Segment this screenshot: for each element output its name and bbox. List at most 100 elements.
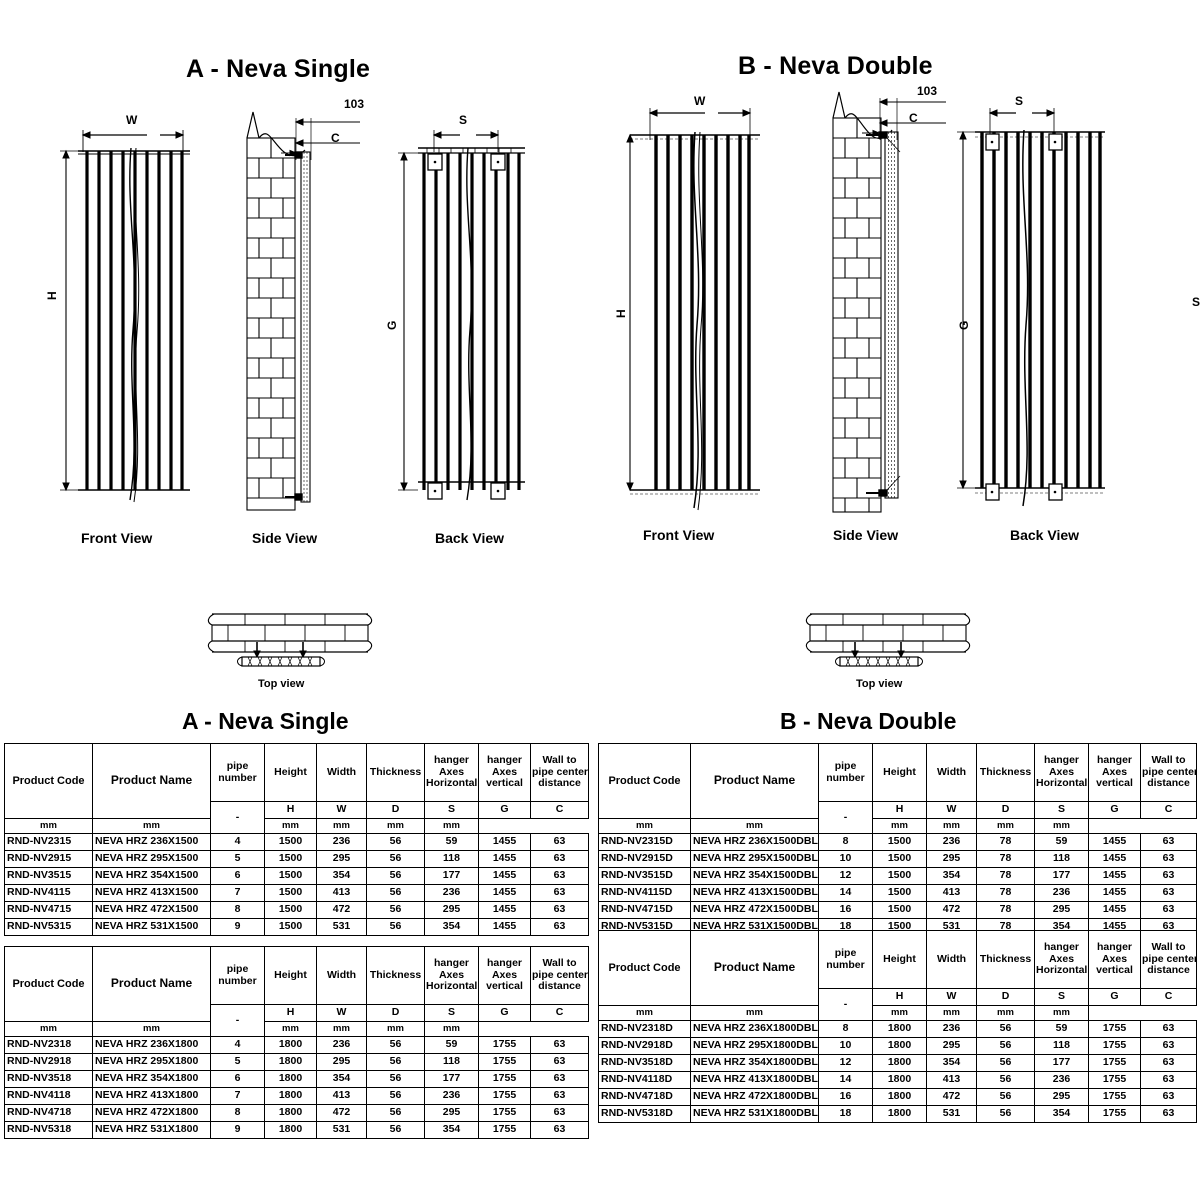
dim-label-s-edge-right: S	[1192, 295, 1200, 309]
table-row: RND-NV5315 NEVA HRZ 531X1500 9 1500 531 56 354…	[4, 918, 589, 936]
cell-hanger-horizontal: 177	[424, 867, 479, 885]
th-wall-to-pipe-center-distance: Wall to pipe center distance	[530, 946, 589, 1005]
table-row: RND-NV4718 NEVA HRZ 472X1800 8 1800 472 56 295…	[4, 1104, 589, 1122]
cell-hanger-vertical: 1455	[478, 867, 531, 885]
sym-d: D	[366, 1004, 425, 1022]
cell-height: 1800	[872, 1020, 927, 1038]
sym-g: G	[1088, 988, 1141, 1006]
cell-product-code: RND-NV2915D	[598, 850, 691, 868]
sym-d: D	[976, 801, 1035, 819]
cell-width: 413	[926, 1071, 977, 1089]
cell-height: 1800	[264, 1087, 317, 1105]
cell-height: 1500	[872, 884, 927, 902]
th-hanger-v-l1: hanger	[1096, 940, 1132, 953]
th-hanger-h-l1: hanger	[1043, 753, 1079, 766]
th-hanger-axes-vertical: hanger Axes vertical	[478, 946, 531, 1005]
cell-hanger-vertical: 1455	[478, 833, 531, 851]
table-row: RND-NV4115D NEVA HRZ 413X1500DBL 14 1500 413…	[598, 884, 1197, 902]
cell-hanger-vertical: 1455	[1088, 901, 1141, 919]
th-wall-l2: pipe center	[532, 765, 589, 778]
cell-product-name: NEVA HRZ 295X1800	[92, 1053, 211, 1071]
th-hanger-h-l1: hanger	[433, 956, 469, 969]
th-hanger-h-l3: Horizontal	[1036, 777, 1088, 790]
top-view-label-right: Top view	[856, 678, 903, 690]
th-wall-l3: distance	[538, 777, 581, 790]
cell-height: 1500	[264, 884, 317, 902]
cell-thickness: 56	[976, 1037, 1035, 1055]
top-view-label-left: Top view	[258, 678, 305, 690]
th-hanger-h-l2: Axes	[438, 765, 465, 778]
cell-thickness: 56	[366, 1104, 425, 1122]
sym-s: S	[424, 1004, 479, 1022]
cell-hanger-vertical: 1455	[478, 850, 531, 868]
sym-pipe: -	[818, 988, 873, 1021]
th-hanger-h-l3: Horizontal	[426, 777, 478, 790]
cell-product-code: RND-NV5318	[4, 1121, 93, 1139]
th-hanger-h-l1: hanger	[1043, 940, 1079, 953]
cell-thickness: 56	[976, 1105, 1035, 1123]
th-hanger-v-l2: Axes	[491, 765, 518, 778]
th-wall-to-pipe-center-distance: Wall to pipe center distance	[1140, 930, 1197, 989]
th-width: Width	[316, 946, 367, 1005]
unit-d: mm	[872, 1005, 927, 1021]
th-hanger-h-l1: hanger	[433, 753, 469, 766]
cell-hanger-vertical: 1455	[1088, 833, 1141, 851]
th-hanger-v-l3: vertical	[1096, 964, 1133, 977]
cell-pipe-number: 14	[818, 1071, 873, 1089]
cell-hanger-horizontal: 177	[424, 1070, 479, 1088]
cell-hanger-horizontal: 295	[424, 1104, 479, 1122]
cell-product-code: RND-NV4718	[4, 1104, 93, 1122]
cell-wall-distance: 63	[530, 1070, 589, 1088]
cell-wall-distance: 63	[530, 850, 589, 868]
table-row: RND-NV3515D NEVA HRZ 354X1500DBL 12 1500 354…	[598, 867, 1197, 885]
cell-hanger-horizontal: 295	[424, 901, 479, 919]
table-header-row: Product Code Product Name pipe number He…	[4, 946, 589, 1022]
drawing-panel-neva-double	[600, 90, 1200, 520]
cell-hanger-horizontal: 118	[424, 850, 479, 868]
cell-width: 472	[316, 901, 367, 919]
cell-wall-distance: 63	[1140, 1105, 1197, 1123]
cell-hanger-vertical: 1755	[1088, 1088, 1141, 1106]
sym-pipe: -	[818, 801, 873, 834]
view-label-back-right: Back View	[1010, 527, 1080, 543]
cell-hanger-vertical: 1755	[478, 1121, 531, 1139]
neva-single-svg	[60, 111, 525, 511]
cell-product-code: RND-NV4118	[4, 1087, 93, 1105]
cell-wall-distance: 63	[1140, 867, 1197, 885]
cell-wall-distance: 63	[1140, 1020, 1197, 1038]
cell-pipe-number: 8	[818, 1020, 873, 1038]
cell-width: 295	[316, 850, 367, 868]
cell-width: 354	[316, 867, 367, 885]
cell-thickness: 56	[366, 867, 425, 885]
table-row: RND-NV3518D NEVA HRZ 354X1800DBL 12 1800 354…	[598, 1054, 1197, 1072]
dim-label-h-left: H	[45, 291, 59, 300]
unit-c: mm	[1034, 818, 1089, 834]
table-row: RND-NV3515 NEVA HRZ 354X1500 6 1500 354 56 177…	[4, 867, 589, 885]
cell-product-name: NEVA HRZ 354X1800	[92, 1070, 211, 1088]
th-pipe-number: pipe number	[818, 930, 873, 989]
cell-thickness: 56	[976, 1088, 1035, 1106]
cell-height: 1800	[872, 1054, 927, 1072]
neva-double-svg	[626, 91, 1105, 513]
table-row: RND-NV2915 NEVA HRZ 295X1500 5 1500 295 56 118…	[4, 850, 589, 868]
cell-hanger-vertical: 1755	[1088, 1105, 1141, 1123]
drawing-title-left: A - Neva Single	[186, 55, 371, 83]
cell-hanger-vertical: 1755	[478, 1036, 531, 1054]
cell-wall-distance: 63	[530, 1036, 589, 1054]
sym-h: H	[264, 801, 317, 819]
table-row: RND-NV4118D NEVA HRZ 413X1800DBL 14 1800 413…	[598, 1071, 1197, 1089]
cell-hanger-vertical: 1755	[478, 1087, 531, 1105]
cell-product-name: NEVA HRZ 354X1500DBL	[690, 867, 819, 885]
unit-c: mm	[424, 1021, 479, 1037]
drawing-panel-neva-single	[0, 90, 600, 520]
table-symbol-row: - H W D S G C	[599, 801, 1197, 834]
th-hanger-v-l1: hanger	[486, 753, 522, 766]
cell-width: 236	[316, 833, 367, 851]
cell-product-name: NEVA HRZ 295X1500	[92, 850, 211, 868]
cell-thickness: 78	[976, 833, 1035, 851]
cell-hanger-horizontal: 118	[1034, 850, 1089, 868]
dim-label-h-right: H	[614, 309, 628, 318]
cell-product-code: RND-NV2315D	[598, 833, 691, 851]
th-pipe-number-l1: pipe	[226, 962, 249, 975]
cell-hanger-horizontal: 236	[1034, 884, 1089, 902]
